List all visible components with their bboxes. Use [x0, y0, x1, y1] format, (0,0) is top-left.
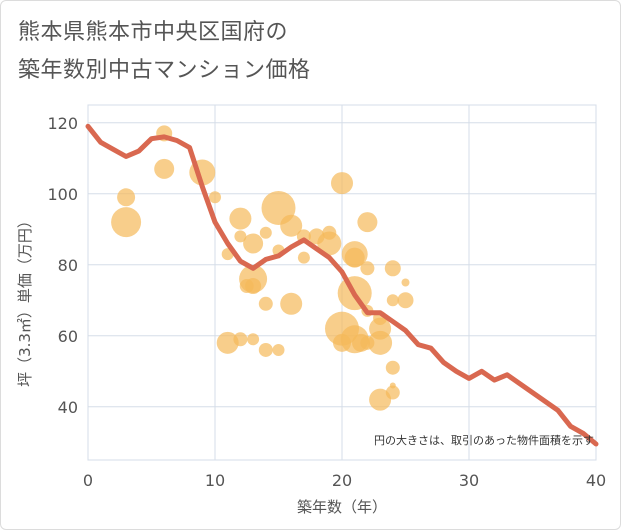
y-tick-label: 40	[58, 398, 78, 417]
data-bubble	[280, 214, 303, 237]
x-tick-label: 10	[205, 471, 225, 490]
chart-title-line2: 築年数別中古マンション価格	[18, 58, 311, 83]
data-bubble	[272, 343, 285, 356]
data-bubble	[117, 188, 136, 207]
data-bubble	[259, 226, 272, 239]
x-tick-label: 0	[83, 471, 93, 490]
data-bubble	[360, 261, 375, 276]
data-bubble	[258, 296, 273, 311]
data-bubble	[385, 385, 400, 400]
data-bubble	[384, 260, 401, 277]
data-bubble	[258, 342, 273, 357]
data-bubble	[216, 331, 239, 354]
data-bubble	[344, 247, 365, 268]
y-axis-label: 坪（3.3㎡）単価（万円）	[16, 213, 34, 387]
data-bubble	[247, 333, 260, 346]
average-price-line	[85, 123, 599, 447]
data-bubble	[297, 251, 310, 264]
y-tick-label: 60	[58, 327, 78, 346]
y-tick-label: 120	[47, 114, 78, 133]
data-bubble	[154, 158, 175, 179]
size-annotation: 円の大きさは、取引のあった物件面積を示す	[374, 433, 594, 447]
data-bubble	[243, 233, 264, 254]
x-tick-label: 40	[586, 471, 606, 490]
data-bubble	[229, 207, 252, 230]
data-bubble	[280, 292, 303, 315]
axis-layer: 0 10 20 30 40 40 60 80 100 120	[47, 114, 606, 490]
data-bubble	[386, 294, 399, 307]
data-bubble	[401, 278, 410, 287]
data-bubble	[368, 330, 393, 355]
data-bubble	[331, 172, 353, 195]
data-bubble	[234, 230, 247, 243]
x-axis-label: 築年数（年）	[297, 498, 387, 516]
y-tick-label: 80	[58, 256, 78, 275]
data-bubble	[111, 207, 142, 238]
plot-border	[87, 104, 597, 461]
data-bubble	[369, 388, 392, 411]
line-layer	[85, 123, 599, 447]
data-bubble	[317, 231, 342, 256]
x-tick-label: 20	[332, 471, 352, 490]
data-bubble	[385, 360, 400, 375]
data-bubble	[357, 212, 378, 233]
data-bubble	[209, 191, 221, 204]
chart-title-line1: 熊本県熊本市中央区国府の	[18, 20, 289, 45]
data-bubble	[245, 278, 262, 295]
y-tick-label: 100	[47, 185, 78, 204]
data-bubble	[397, 292, 414, 309]
data-bubble	[233, 332, 248, 347]
x-tick-label: 30	[459, 471, 479, 490]
